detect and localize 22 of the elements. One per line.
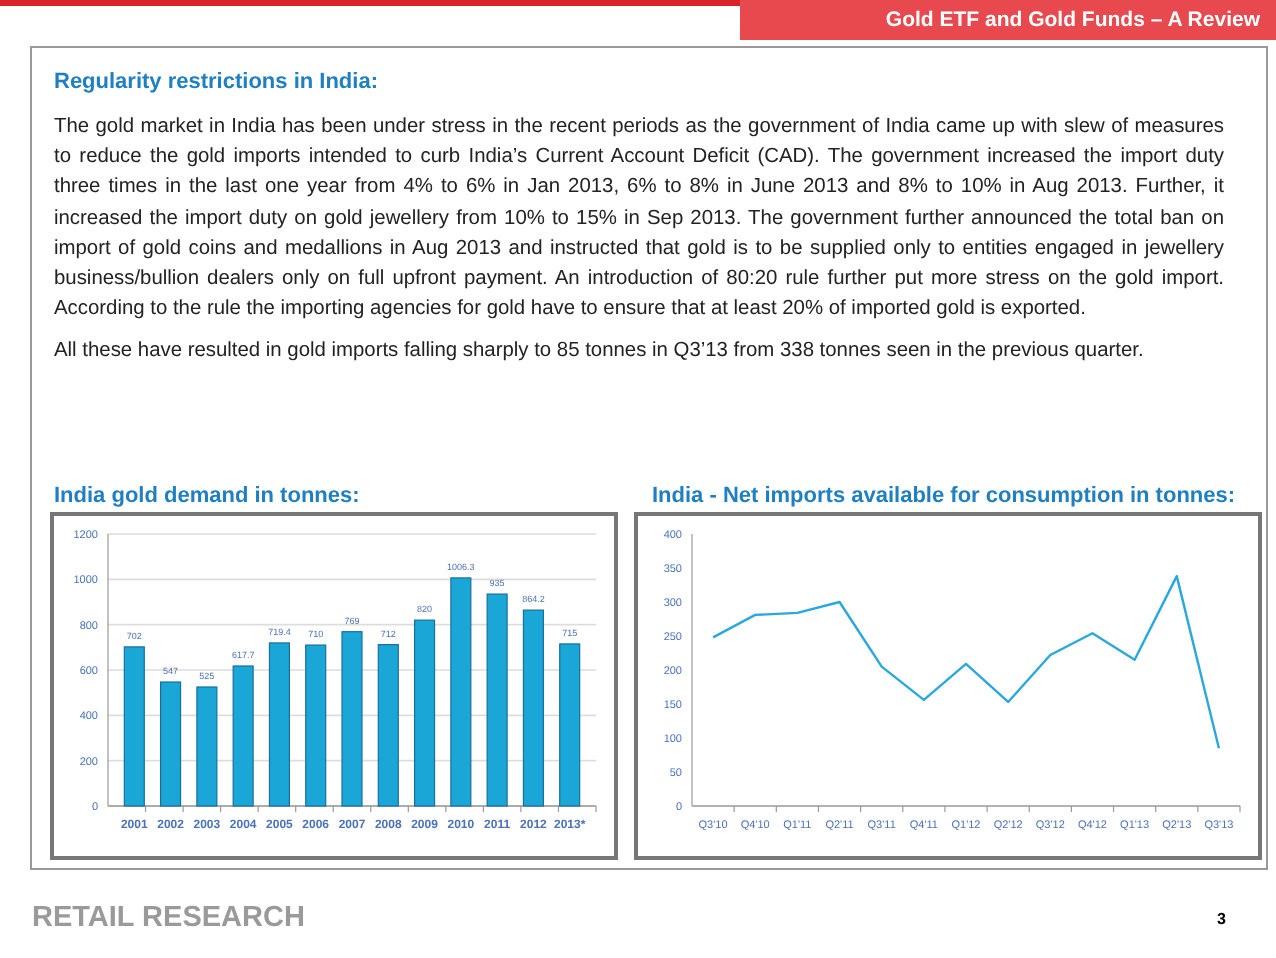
text: All these have resulted in gold imports falling sharply to 85 tonnes in Q3’13 from 338 tonnes seen in the previous quarter. [54,338,1146,367]
text: The gold market in India has been under stress in the recent periods as the government of India came up with slew of measures to reduce the gold imports intended to curb India’s Current Account Deficit (CAD). The government increased the import duty three times in the last one year from 4% to 6% in Jan 2013, 6% to 8% in June 2013 and 8% to 10% in Aug 2013. Further, it increased the import duty on gold jewellery from 10% to 15% in Sep 2013. The government further announced the total ban on import of gold coins and medallions in Aug 2013 and instructed that gold is to be supplied only to entities engaged in jewellery business/bullion dealers only on full upfront payment. An introduction of 80:20 rule further put more stress on the gold import. According to the rule the importing agencies for gold have to ensure that at least 20% of imported gold is exported. [54,114,1224,325]
bar [377,644,399,807]
bar [305,644,327,807]
bar [522,609,544,807]
line-series [711,574,1221,750]
bar [559,643,581,807]
bar [196,686,218,807]
bar [413,619,436,807]
chart-title: India - Net imports available for consumption in tonnes: [652,484,1236,508]
bar [341,631,363,807]
text: Regularity restrictions in India: [54,70,380,94]
text: RETAIL RESEARCH [32,902,305,934]
bar [232,665,254,807]
bar [486,593,508,807]
bar [123,646,145,807]
text: Gold ETF and Gold Funds – A Review [883,8,1260,32]
bar [268,642,291,807]
text: 3 [1215,910,1226,928]
chart-title: India gold demand in tonnes: [54,484,360,508]
bar [160,681,182,807]
bar [450,577,472,807]
